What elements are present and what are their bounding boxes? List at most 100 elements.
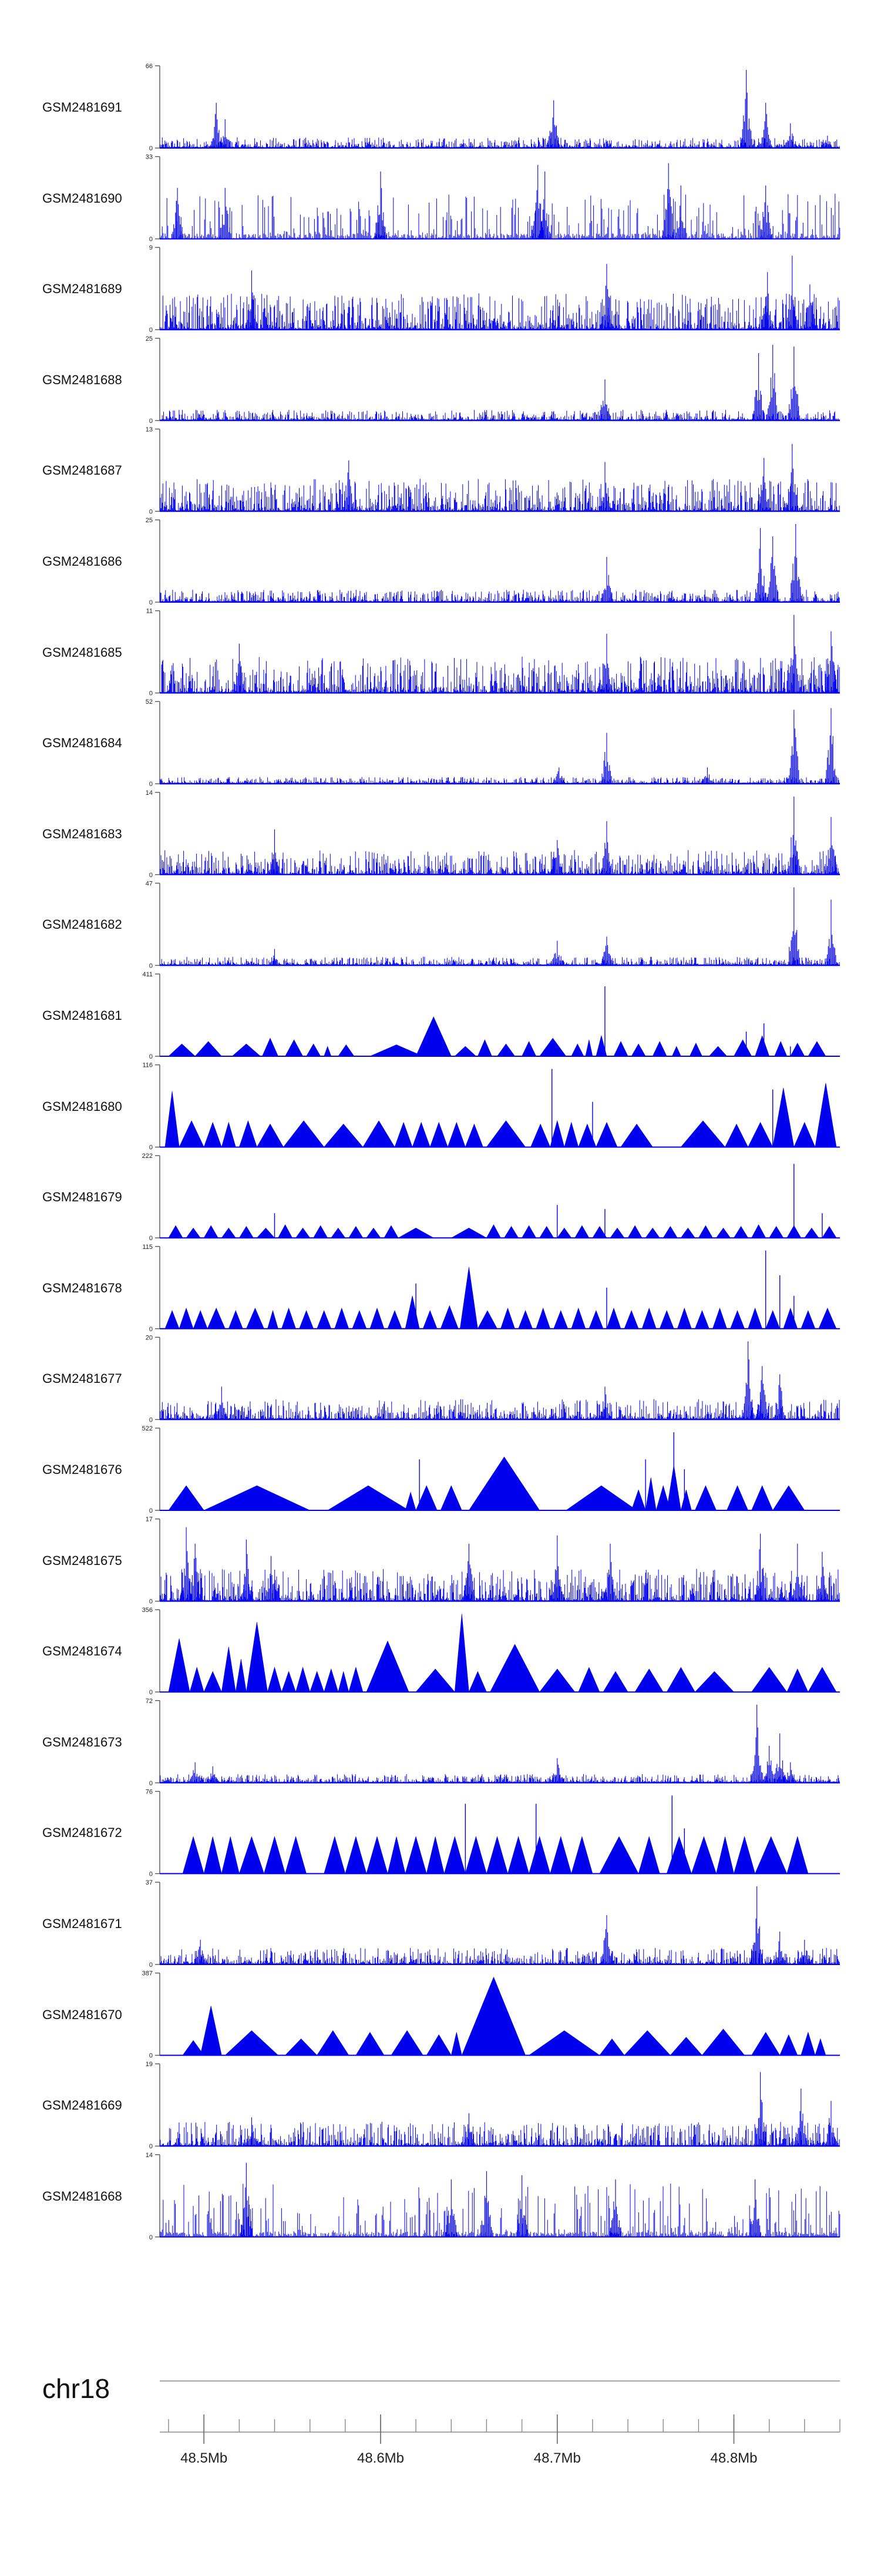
y-min-label: 0: [149, 1598, 153, 1606]
signal-peak: [246, 270, 258, 330]
signal-peak: [454, 1614, 469, 1692]
signal-peak: [730, 1310, 745, 1329]
track-label: GSM2481674: [42, 1644, 122, 1659]
y-min-label: 0: [149, 1326, 153, 1333]
signal-peak: [327, 1485, 410, 1511]
signal-peak: [299, 1310, 314, 1329]
signal-peak: [825, 899, 838, 966]
signal-peak: [317, 1310, 332, 1329]
signal-peak: [675, 185, 687, 239]
y-min-label: 0: [149, 2234, 153, 2241]
signal-peak: [164, 1310, 180, 1329]
signal-peak: [238, 1226, 254, 1238]
signal-peak: [219, 187, 231, 239]
signal-peak: [551, 840, 563, 875]
signal-peak: [182, 2040, 204, 2056]
signal-peak: [369, 1307, 385, 1329]
signal-peak: [465, 1123, 483, 1147]
signal-peak: [694, 1310, 709, 1329]
signal-peak: [795, 2088, 807, 2147]
signal-peak: [422, 1310, 438, 1329]
signal-noise: [160, 850, 840, 875]
axis-tick-label: 48.5Mb: [180, 2450, 227, 2466]
track-label: GSM2481679: [42, 1190, 122, 1205]
signal-peak: [277, 1224, 293, 1238]
signal-peak: [496, 1043, 516, 1057]
signal-peak: [459, 1267, 478, 1329]
signal-noise: [160, 2184, 840, 2237]
signal-noise: [160, 293, 840, 330]
signal-peak: [189, 1543, 201, 1601]
signal-peak: [391, 2030, 423, 2056]
signal-peak: [539, 1037, 567, 1057]
y-max-label: 14: [146, 790, 153, 797]
signal-peak: [652, 1041, 667, 1057]
signal-peak: [529, 1836, 551, 1874]
signal-peak: [680, 1489, 692, 1511]
y-max-label: 25: [146, 335, 153, 342]
signal-peak: [268, 829, 281, 875]
signal-peak: [283, 1120, 325, 1147]
signal-peak: [440, 1305, 459, 1329]
signal-peak: [793, 1121, 816, 1147]
track-label: GSM2481683: [42, 826, 122, 841]
signal-peak: [262, 1037, 278, 1057]
signal-noise: [160, 956, 840, 966]
signal-peak: [240, 2162, 253, 2237]
signal-peak: [803, 284, 816, 330]
signal-peak: [246, 1308, 264, 1329]
signal-peak: [221, 1121, 236, 1147]
signal-peak: [645, 1227, 660, 1238]
signal-peak: [551, 941, 563, 966]
signal-peak: [769, 1226, 784, 1238]
signal-peak: [454, 1046, 477, 1057]
signal-peak: [480, 2171, 493, 2237]
y-min-label: 0: [149, 418, 153, 425]
signal-peak: [204, 1485, 310, 1511]
signal-peak: [306, 1043, 321, 1057]
y-max-label: 387: [142, 1970, 153, 1977]
signal-peak: [599, 1836, 639, 1874]
signal-peak: [600, 633, 613, 693]
y-min-label: 0: [149, 1870, 153, 1878]
signal-peak: [551, 1758, 563, 1783]
signal-peak: [171, 187, 184, 239]
track-gsm2481678: 115 0: [142, 1244, 840, 1333]
signal-peak: [600, 733, 613, 784]
signal-peak: [755, 1836, 788, 1874]
signal-peak: [500, 1307, 516, 1329]
signal-peak: [708, 1046, 728, 1057]
signal-peak: [804, 1227, 819, 1238]
signal-peak: [772, 1087, 795, 1147]
signal-peak: [751, 1667, 788, 1692]
y-min-label: 0: [149, 1689, 153, 1696]
signal-peak: [663, 163, 675, 239]
y-max-label: 411: [142, 971, 153, 978]
y-min-label: 0: [149, 1780, 153, 1787]
signal-peak: [725, 1123, 749, 1147]
signal-peak: [362, 1120, 395, 1147]
y-max-label: 115: [142, 1244, 153, 1251]
signal-peak: [180, 1527, 193, 1601]
y-max-label: 76: [146, 1788, 153, 1795]
signal-peak: [659, 1310, 674, 1329]
signal-peak: [600, 821, 613, 875]
y-min-label: 0: [149, 145, 153, 152]
signal-peak: [295, 1667, 311, 1692]
y-max-label: 9: [149, 244, 153, 251]
signal-peak: [689, 1042, 702, 1057]
y-max-label: 72: [146, 1698, 153, 1705]
track-gsm2481671: 37 0: [146, 1879, 840, 1969]
signal-peak: [740, 70, 752, 148]
signal-peak: [774, 1733, 786, 1783]
signal-peak: [634, 1668, 664, 1692]
signal-peak: [426, 1836, 445, 1874]
signal-peak: [429, 1121, 448, 1147]
signal-peak: [822, 1226, 837, 1238]
axis-tick-label: 48.6Mb: [357, 2450, 404, 2466]
signal-peak: [168, 1225, 183, 1238]
signal-peak: [194, 1041, 222, 1057]
y-min-label: 0: [149, 508, 153, 515]
signal-peak: [463, 1543, 475, 1601]
signal-peak: [751, 1485, 774, 1511]
